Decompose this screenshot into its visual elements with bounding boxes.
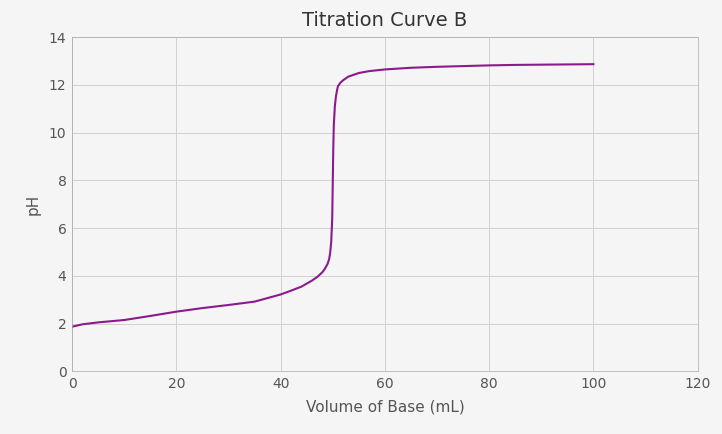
Title: Titration Curve B: Titration Curve B — [303, 11, 468, 30]
Y-axis label: pH: pH — [25, 194, 40, 215]
X-axis label: Volume of Base (mL): Volume of Base (mL) — [305, 399, 464, 414]
